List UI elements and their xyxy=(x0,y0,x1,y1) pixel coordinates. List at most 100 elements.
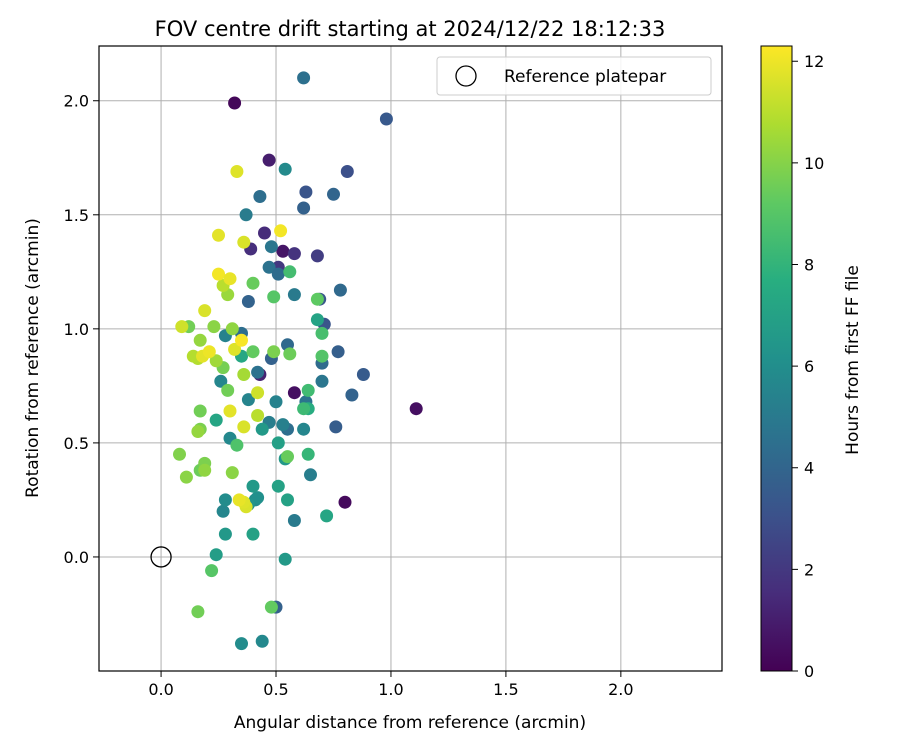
data-point xyxy=(209,354,223,368)
reference-platepar-marker xyxy=(150,546,172,568)
data-point xyxy=(310,313,324,327)
data-point xyxy=(237,235,251,249)
data-points xyxy=(173,71,423,651)
data-point xyxy=(173,447,186,461)
data-point xyxy=(251,386,265,400)
data-point xyxy=(287,514,301,527)
data-point xyxy=(327,187,340,201)
data-point xyxy=(340,165,354,178)
data-point xyxy=(329,420,343,434)
y-tick-label: 1.5 xyxy=(64,206,89,225)
plot-frame xyxy=(98,45,723,672)
data-point xyxy=(264,600,278,614)
data-point xyxy=(232,493,246,507)
legend: Reference platepar xyxy=(436,56,712,96)
data-point xyxy=(262,153,276,167)
data-point xyxy=(207,320,221,334)
colorbar-ticks: 0 2 4 6 8 10 12 xyxy=(792,52,824,681)
data-point xyxy=(356,368,370,381)
y-axis-label: Rotation from reference (arcmin) xyxy=(23,218,43,498)
colorbar-tick-label: 4 xyxy=(804,459,814,478)
data-point xyxy=(379,112,393,126)
data-point xyxy=(258,226,271,240)
y-tick-label: 0.0 xyxy=(64,548,89,567)
data-point xyxy=(267,345,281,359)
data-point xyxy=(315,349,329,363)
data-point xyxy=(338,495,352,509)
data-point xyxy=(239,208,253,222)
data-point xyxy=(409,402,423,416)
y-tick-label: 0.5 xyxy=(64,434,89,453)
data-point xyxy=(221,383,235,397)
x-tick-label: 2.0 xyxy=(608,680,633,699)
data-point xyxy=(283,265,297,279)
data-point xyxy=(246,527,260,541)
data-point xyxy=(230,438,244,452)
data-point xyxy=(276,418,290,432)
colorbar-tick-label: 0 xyxy=(804,662,814,681)
data-point xyxy=(251,409,265,422)
data-point xyxy=(333,283,347,297)
x-tick-label: 0.0 xyxy=(148,680,173,699)
data-point xyxy=(274,224,288,238)
data-point xyxy=(225,322,239,336)
legend-reference-marker xyxy=(455,65,477,87)
data-point xyxy=(310,249,324,263)
data-point xyxy=(241,295,255,308)
data-point xyxy=(271,436,285,450)
data-point xyxy=(209,548,223,562)
data-point xyxy=(297,201,311,215)
data-point xyxy=(205,564,219,578)
data-point xyxy=(297,422,311,436)
data-point xyxy=(228,96,242,110)
data-point xyxy=(310,292,324,306)
data-point xyxy=(297,402,311,416)
colorbar-gradient xyxy=(760,45,793,672)
data-point xyxy=(175,320,189,334)
y-axis-ticks: 0.0 0.5 1.0 1.5 2.0 xyxy=(64,92,99,567)
data-point xyxy=(218,527,232,541)
data-point xyxy=(191,605,205,619)
data-point xyxy=(186,349,200,363)
legend-box xyxy=(436,56,712,96)
data-point xyxy=(271,479,285,493)
data-point xyxy=(212,267,225,281)
data-point xyxy=(287,386,301,400)
data-point xyxy=(235,333,248,347)
data-point xyxy=(304,468,317,482)
data-point xyxy=(228,342,242,356)
data-point xyxy=(315,326,329,340)
data-point xyxy=(283,347,297,361)
data-point xyxy=(278,552,292,566)
data-point xyxy=(320,509,334,523)
colorbar-tick-label: 2 xyxy=(804,560,814,579)
y-tick-label: 2.0 xyxy=(64,92,89,111)
data-point xyxy=(216,504,230,518)
legend-entry-label: Reference platepar xyxy=(504,67,666,87)
data-point xyxy=(281,493,294,507)
data-point xyxy=(301,383,315,397)
data-point xyxy=(235,637,248,651)
colorbar: 0 2 4 6 8 10 12 Hours from first FF file xyxy=(760,45,863,681)
data-point xyxy=(179,470,193,484)
data-point xyxy=(241,393,255,407)
data-point xyxy=(253,190,267,203)
data-point xyxy=(255,422,269,436)
data-point xyxy=(301,447,315,461)
data-point xyxy=(193,404,207,418)
x-tick-label: 1.0 xyxy=(378,680,403,699)
data-point xyxy=(345,388,359,402)
data-point xyxy=(202,345,216,359)
chart-title: FOV centre drift starting at 2024/12/22 … xyxy=(155,17,666,41)
data-point xyxy=(223,272,237,286)
data-point xyxy=(198,304,212,318)
data-point xyxy=(230,165,244,178)
data-point xyxy=(223,404,237,418)
colorbar-label: Hours from first FF file xyxy=(843,265,863,455)
data-point xyxy=(262,260,276,274)
data-point xyxy=(281,450,294,464)
data-point xyxy=(287,247,301,261)
x-axis-label: Angular distance from reference (arcmin) xyxy=(234,713,586,733)
